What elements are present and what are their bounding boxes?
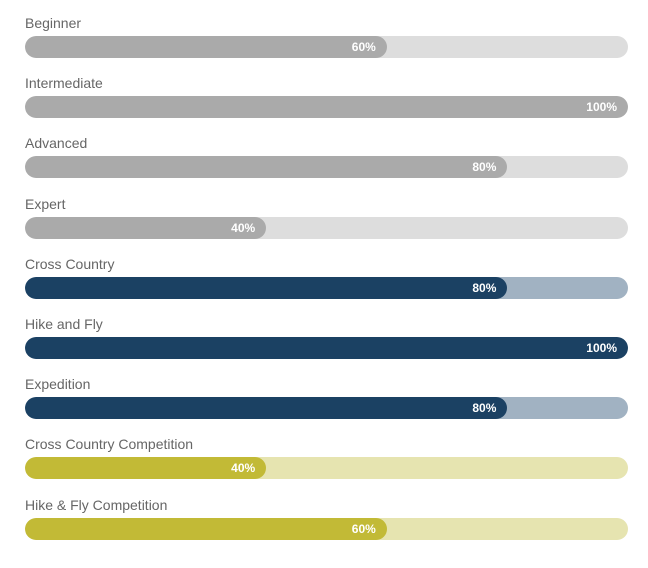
progress-percent: 100% [586, 100, 617, 115]
skill-bar-cross-country: Cross Country 80% [25, 255, 628, 315]
progress-percent: 80% [472, 401, 497, 416]
progress-fill: 40% [25, 457, 267, 480]
progress-percent: 100% [586, 340, 617, 355]
progress-percent: 60% [351, 40, 376, 54]
progress-track: 100% [25, 336, 628, 359]
progress-percent: 80% [472, 160, 497, 175]
skill-label: Cross Country Competition [25, 436, 194, 453]
progress-track: 80% [25, 276, 628, 299]
progress-percent: 80% [472, 280, 497, 295]
progress-track: 40% [25, 216, 628, 239]
skill-bar-beginner: Beginner 60% [25, 14, 628, 74]
progress-fill: 100% [25, 336, 628, 359]
skill-bar-expert: Expert 40% [25, 195, 628, 255]
skill-label: Intermediate [25, 75, 103, 92]
progress-percent: 40% [231, 461, 256, 476]
skill-label: Expert [25, 195, 66, 212]
progress-fill: 80% [25, 276, 508, 299]
progress-fill: 80% [25, 156, 508, 179]
progress-track: 80% [25, 156, 628, 179]
progress-fill: 60% [25, 517, 387, 540]
skill-bar-hike-and-fly: Hike and Fly 100% [25, 315, 628, 375]
skill-bar-advanced: Advanced 80% [25, 134, 628, 194]
progress-track: 60% [25, 517, 628, 540]
skill-label: Hike & Fly Competition [25, 496, 168, 513]
progress-percent: 40% [231, 220, 256, 235]
progress-track: 60% [25, 36, 628, 58]
skill-label: Cross Country [25, 255, 115, 272]
progress-track: 80% [25, 397, 628, 420]
progress-fill: 60% [25, 36, 387, 58]
skill-label: Expedition [25, 376, 91, 393]
progress-track: 100% [25, 96, 628, 119]
skill-label: Advanced [25, 135, 88, 152]
progress-fill: 100% [25, 96, 628, 119]
skill-bar-expedition: Expedition 80% [25, 375, 628, 435]
progress-fill: 80% [25, 397, 508, 420]
progress-track: 40% [25, 457, 628, 480]
skill-bar-cross-country-competition: Cross Country Competition 40% [25, 435, 628, 495]
skill-label: Beginner [25, 15, 82, 31]
skill-bars: Beginner 60% Intermediate 100% Advanced … [25, 14, 628, 556]
skill-bar-hike-fly-competition: Hike & Fly Competition 60% [25, 496, 628, 556]
skill-bar-intermediate: Intermediate 100% [25, 74, 628, 134]
skill-label: Hike and Fly [25, 315, 103, 332]
progress-percent: 60% [351, 521, 376, 536]
progress-fill: 40% [25, 216, 267, 239]
